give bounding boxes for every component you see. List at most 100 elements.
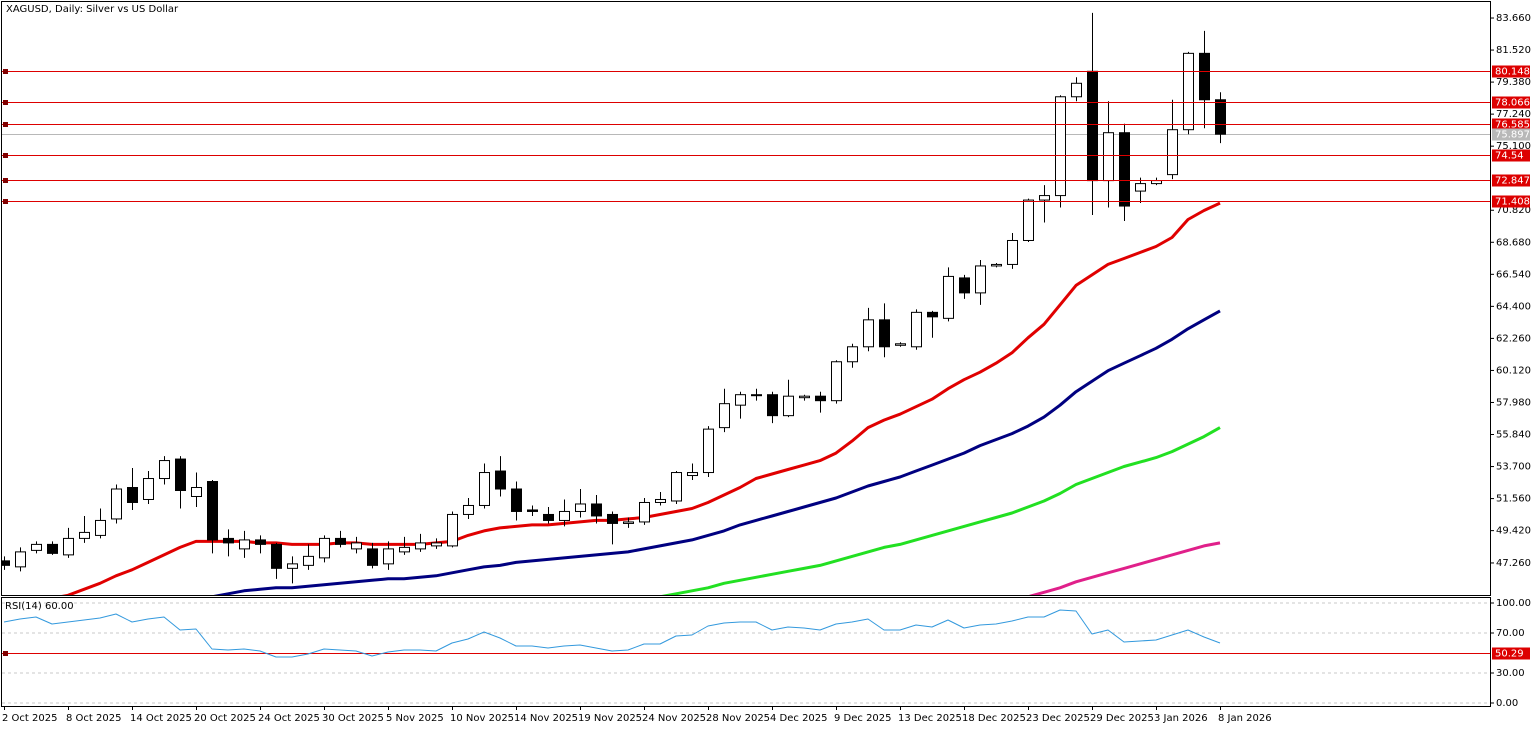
candle-body [767, 394, 778, 417]
candle-body [95, 519, 106, 536]
candle-body [143, 478, 154, 500]
x-tick-label: 8 Jan 2026 [1218, 713, 1272, 724]
level-label: 76.585 [1495, 120, 1530, 131]
y-tick-label: 0.00 [1496, 698, 1518, 709]
candle-body [943, 275, 954, 319]
candle-body [431, 542, 442, 547]
candle-body [239, 539, 250, 550]
last-price-label-bg [1492, 128, 1530, 141]
y-tick-label: 30.00 [1496, 668, 1525, 679]
candle-body [63, 537, 74, 556]
candle-body [847, 346, 858, 363]
x-tick-label: 24 Oct 2025 [258, 713, 320, 724]
candle-body [607, 513, 618, 524]
level-label: 50.29 [1495, 649, 1524, 660]
candle-body [415, 542, 426, 550]
candle-body [911, 311, 922, 348]
candle-body [1151, 180, 1162, 185]
candle-body [783, 395, 794, 417]
candle-body [527, 509, 538, 512]
rsi-frame [1, 597, 1491, 707]
candle-body [1135, 183, 1146, 192]
candle-body [703, 428, 714, 474]
candle-body [287, 563, 298, 569]
x-tick-label: 19 Nov 2025 [578, 713, 642, 724]
candle-body [31, 543, 42, 551]
candle-body [1215, 99, 1226, 135]
y-tick-label: 55.840 [1496, 430, 1531, 441]
candle-body [303, 555, 314, 566]
y-tick-label: 49.420 [1496, 526, 1531, 537]
y-tick-label: 100.00 [1496, 598, 1531, 609]
y-tick-label: 79.380 [1496, 77, 1531, 88]
candle-body [463, 504, 474, 515]
x-tick-label: 14 Oct 2025 [130, 713, 192, 724]
x-tick-label: 24 Nov 2025 [642, 713, 706, 724]
y-tick-label: 70.820 [1496, 205, 1531, 216]
candle-body [2, 560, 10, 566]
level-label: 74.54 [1495, 151, 1524, 162]
candle-body [591, 503, 602, 517]
candle-body [367, 548, 378, 566]
candle-body [991, 263, 1002, 267]
y-tick-label: 66.540 [1496, 269, 1531, 280]
x-tick-label: 4 Dec 2025 [770, 713, 828, 724]
y-tick-label: 62.260 [1496, 333, 1531, 344]
candle-body [1071, 82, 1082, 98]
candle-body [1199, 52, 1210, 101]
candle-body [319, 537, 330, 559]
x-tick-label: 3 Jan 2026 [1154, 713, 1208, 724]
candle-body [895, 343, 906, 346]
candle-body [799, 395, 810, 399]
candle-body [975, 265, 986, 294]
candle-body [831, 361, 842, 402]
main-frame [1, 1, 1491, 596]
x-tick-label: 30 Oct 2025 [322, 713, 384, 724]
level-label-bg [1492, 195, 1530, 208]
level-label-bg [1492, 149, 1530, 162]
level-label: 72.847 [1495, 176, 1530, 187]
candle-body [223, 537, 234, 544]
candle-body [479, 472, 490, 506]
level-label: 71.408 [1495, 197, 1530, 208]
candle-body [927, 311, 938, 318]
last-price-label: 75.897 [1495, 130, 1530, 141]
candle-body [1039, 195, 1050, 201]
candle-body [639, 501, 650, 523]
y-tick-label: 57.980 [1496, 397, 1531, 408]
x-tick-label: 10 Nov 2025 [450, 713, 514, 724]
candle-body [335, 537, 346, 545]
level-label: 78.066 [1495, 98, 1530, 109]
y-tick-label: 81.520 [1496, 45, 1531, 56]
rsi-title: RSI(14) 60.00 [5, 601, 74, 612]
candle-body [543, 513, 554, 521]
rsi-line [3, 609, 1221, 658]
y-tick-label: 77.240 [1496, 109, 1531, 120]
candle-body [351, 542, 362, 550]
level-marker [3, 178, 8, 183]
moving-average [1028, 541, 1221, 595]
candle-body [1183, 52, 1194, 131]
x-tick-label: 2 Oct 2025 [2, 713, 57, 724]
candle-body [399, 546, 410, 553]
candle-body [47, 543, 58, 554]
level-label-bg [1492, 647, 1530, 660]
moving-average [661, 426, 1221, 595]
x-tick-label: 29 Dec 2025 [1090, 713, 1154, 724]
x-tick-label: 5 Nov 2025 [386, 713, 444, 724]
candle-body [447, 513, 458, 547]
candle-body [383, 548, 394, 565]
candle-body [687, 472, 698, 477]
candle-body [671, 472, 682, 502]
rsi-plot [2, 602, 1490, 704]
level-marker [3, 100, 8, 105]
level-marker [3, 153, 8, 158]
candle-body [719, 403, 730, 429]
candle-body [271, 543, 282, 569]
x-tick-label: 23 Dec 2025 [1026, 713, 1090, 724]
candle-body [175, 458, 186, 492]
candle-body [111, 488, 122, 520]
candle-body [15, 551, 26, 568]
candle-body [815, 395, 826, 402]
